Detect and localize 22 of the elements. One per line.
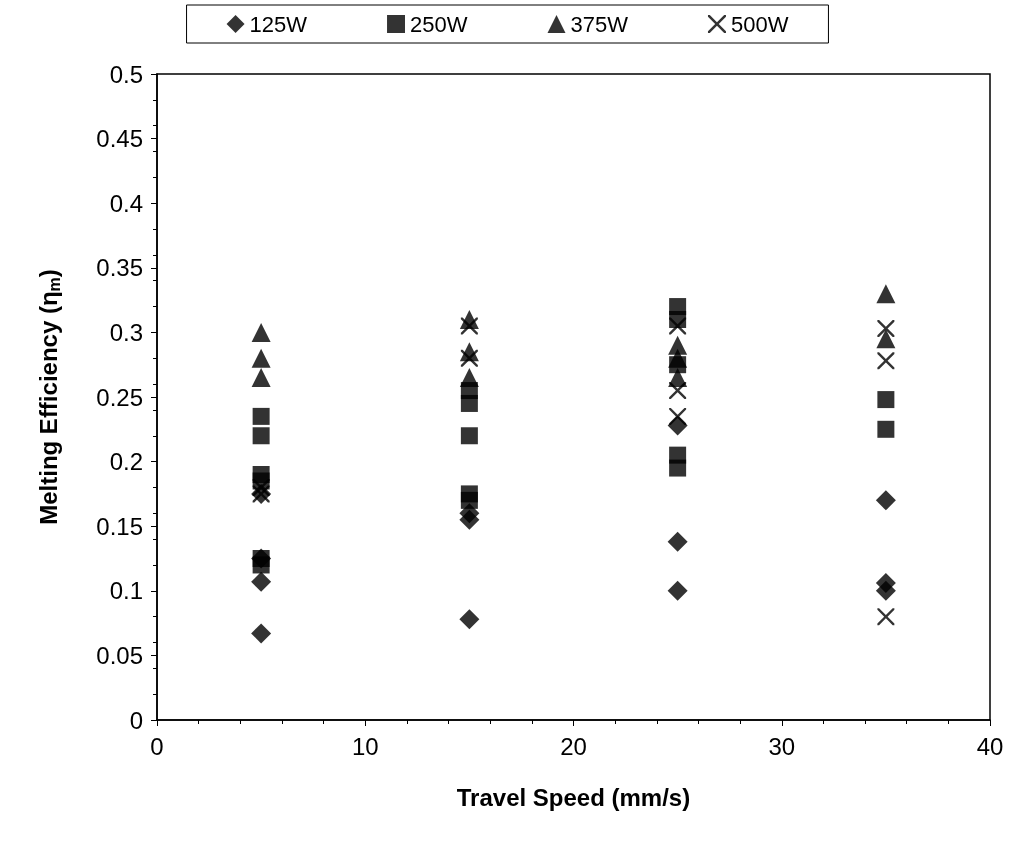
y-tick-label: 0.2 <box>109 448 143 476</box>
y-tick-label: 0.5 <box>109 60 143 88</box>
y-tick-label: 0.25 <box>96 383 143 411</box>
y-tick-label: 0.1 <box>109 577 143 605</box>
legend-label: 500W <box>730 11 789 37</box>
y-axis-title: Melting Efficiency (ηm) <box>34 269 63 525</box>
x-tick-label: 20 <box>560 732 587 760</box>
y-tick-label: 0.45 <box>96 125 143 153</box>
x-tick-label: 30 <box>768 732 796 760</box>
x-tick-label: 10 <box>351 732 379 760</box>
x-tick-label: 40 <box>976 732 1004 760</box>
y-tick-label: 0.15 <box>96 512 143 540</box>
y-tick-label: 0.4 <box>109 189 143 217</box>
y-tick-label: 0.05 <box>96 641 143 669</box>
legend-label: 250W <box>410 11 468 37</box>
x-axis-title: Travel Speed (mm/s) <box>456 783 691 811</box>
x-tick-label: 0 <box>150 732 164 760</box>
y-tick-label: 0.3 <box>109 318 143 346</box>
legend-label: 375W <box>570 11 629 37</box>
legend-label: 125W <box>249 11 308 37</box>
y-tick-label: 0.35 <box>96 254 143 282</box>
y-tick-label: 0 <box>129 706 143 734</box>
